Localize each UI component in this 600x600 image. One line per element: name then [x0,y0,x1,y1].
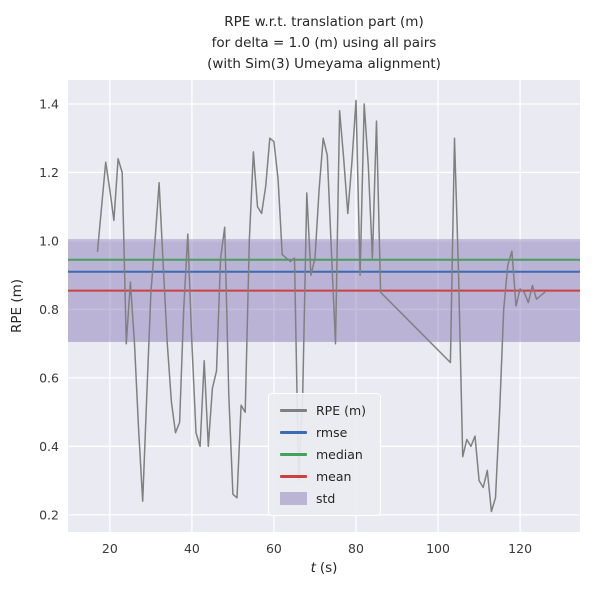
x-tick-label: 40 [184,541,200,556]
y-tick-label: 0.4 [39,439,59,454]
chart-title-line-1: RPE w.r.t. translation part (m) [224,14,424,30]
chart-title: RPE w.r.t. translation part (m) for delt… [68,12,580,75]
legend-label: RPE (m) [316,403,367,418]
legend-label: std [316,491,336,506]
x-tick-label: 80 [348,541,364,556]
legend-label: mean [316,469,352,484]
legend-label: median [316,447,363,462]
legend-swatch-line [280,475,307,478]
x-tick-label: 20 [102,541,118,556]
y-tick-label: 0.6 [39,370,59,385]
legend-item-std: std [280,491,366,506]
x-axis-label-variable: t [310,560,316,576]
x-tick-label: 60 [266,541,282,556]
legend-item-rmse: rmse [280,425,366,440]
chart-title-line-3: (with Sim(3) Umeyama alignment) [207,55,441,72]
legend-item-median: median [280,447,366,462]
y-tick-label: 1.4 [39,96,59,111]
legend-label: rmse [316,425,348,440]
y-tick-label: 1.0 [39,233,59,248]
x-axis-label: t (s) [68,560,580,576]
legend-item-rpe-m: RPE (m) [280,403,366,418]
legend-swatch-line [280,453,307,456]
x-tick-label: 120 [508,541,532,556]
x-tick-label: 100 [426,541,450,556]
chart-title-line-2: for delta = 1.0 (m) using all pairs [211,34,437,51]
legend-swatch-line [280,431,307,434]
legend-item-mean: mean [280,469,366,484]
y-tick-label: 1.2 [39,165,59,180]
rpe-trace-line [96,99,546,513]
y-tick-label: 0.2 [39,507,59,522]
x-axis-label-unit: (s) [319,560,338,576]
y-tick-label: 0.8 [39,302,59,317]
legend-swatch-patch [280,492,307,505]
legend-box: RPE (m) rmse median mean std [268,393,382,516]
legend-swatch-line [280,409,307,412]
y-axis-label: RPE (m) [9,278,25,334]
